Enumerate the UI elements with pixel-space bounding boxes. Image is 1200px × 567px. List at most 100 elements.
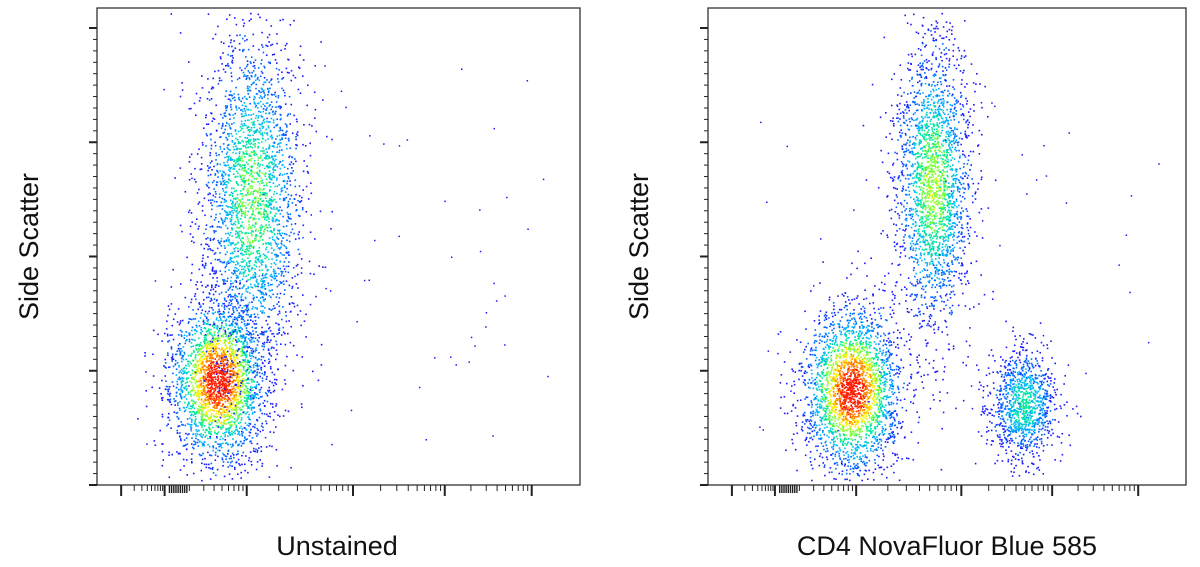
event-dot	[261, 179, 264, 182]
event-dot	[236, 138, 239, 141]
event-dot	[245, 297, 247, 300]
event-dot	[222, 302, 224, 305]
event-dot	[191, 377, 193, 379]
event-dot	[167, 390, 170, 393]
event-dot	[256, 153, 258, 156]
event-dot	[192, 378, 195, 380]
event-dot	[254, 130, 256, 132]
event-dot	[209, 387, 211, 389]
event-dot	[226, 400, 229, 402]
event-dot	[166, 320, 168, 323]
event-dot	[278, 149, 281, 152]
event-dot	[276, 33, 278, 35]
event-dot	[251, 402, 253, 404]
event-dot	[208, 293, 211, 295]
event-dot	[207, 443, 209, 446]
event-dot	[217, 25, 219, 28]
event-dot	[245, 394, 248, 397]
event-dot	[192, 345, 194, 347]
event-dot	[214, 141, 216, 144]
event-dot	[215, 216, 217, 219]
event-dot	[218, 358, 220, 360]
event-dot	[187, 391, 190, 393]
event-dot	[229, 461, 232, 464]
event-dot	[264, 152, 266, 155]
event-dot	[185, 358, 187, 361]
event-dot	[231, 200, 234, 203]
event-dot	[277, 243, 279, 246]
event-dot	[215, 152, 217, 154]
event-dot	[214, 346, 216, 348]
event-dot	[203, 232, 205, 235]
event-dot	[184, 342, 187, 345]
event-dot	[207, 406, 209, 408]
event-dot	[182, 373, 184, 375]
event-dot	[253, 284, 256, 286]
event-dot	[212, 302, 215, 304]
event-dot	[192, 350, 195, 352]
event-dot	[240, 440, 242, 443]
event-dot	[261, 182, 263, 184]
event-dot	[211, 384, 213, 386]
event-dot	[223, 363, 225, 365]
event-dot	[232, 306, 234, 308]
event-dot	[203, 267, 206, 269]
event-dot	[240, 295, 243, 297]
event-dot	[169, 392, 172, 395]
event-dot	[253, 447, 255, 450]
event-dot	[249, 418, 251, 421]
event-dot	[266, 45, 269, 47]
event-dot	[215, 398, 217, 401]
event-dot	[201, 436, 203, 439]
event-dot	[211, 86, 214, 88]
event-dot	[215, 351, 217, 353]
event-dot	[260, 286, 262, 289]
event-dot	[214, 432, 216, 434]
event-dot	[272, 119, 275, 121]
event-dot	[266, 154, 269, 157]
event-dot	[190, 173, 192, 175]
event-dot	[248, 72, 251, 74]
event-dot	[188, 365, 190, 367]
event-dot	[236, 309, 238, 312]
event-dot	[234, 351, 237, 354]
event-dot	[233, 398, 235, 401]
event-dot	[229, 464, 231, 467]
event-dot	[251, 181, 253, 183]
event-dot	[182, 406, 185, 409]
event-dot	[238, 443, 240, 446]
event-dot	[180, 335, 183, 337]
event-dot	[211, 419, 214, 421]
event-dot	[236, 339, 238, 342]
event-dot	[240, 100, 242, 103]
event-dot	[256, 235, 259, 237]
event-dot	[243, 388, 246, 391]
event-dot	[240, 341, 243, 343]
event-dot	[287, 252, 289, 254]
event-dot	[226, 139, 229, 141]
event-dot	[283, 232, 286, 235]
event-dot	[251, 224, 254, 227]
event-dot	[209, 154, 211, 157]
event-dot	[175, 353, 177, 356]
event-dot	[232, 205, 234, 207]
event-dot	[247, 416, 249, 418]
event-dot	[227, 316, 230, 319]
event-dot	[167, 423, 169, 425]
event-dot	[243, 353, 246, 355]
event-dot	[221, 348, 223, 350]
event-dot	[232, 114, 234, 116]
event-dot	[292, 170, 294, 172]
event-dot	[225, 165, 227, 167]
event-dot	[227, 466, 229, 468]
event-dot	[191, 378, 193, 380]
event-dot	[273, 208, 275, 210]
event-dot	[224, 266, 227, 269]
event-dot	[218, 337, 221, 340]
event-dot	[212, 345, 214, 347]
event-dot	[284, 364, 287, 367]
event-dot	[245, 75, 247, 77]
event-dot	[231, 443, 234, 446]
event-dot	[250, 56, 253, 58]
event-dot	[206, 330, 209, 332]
